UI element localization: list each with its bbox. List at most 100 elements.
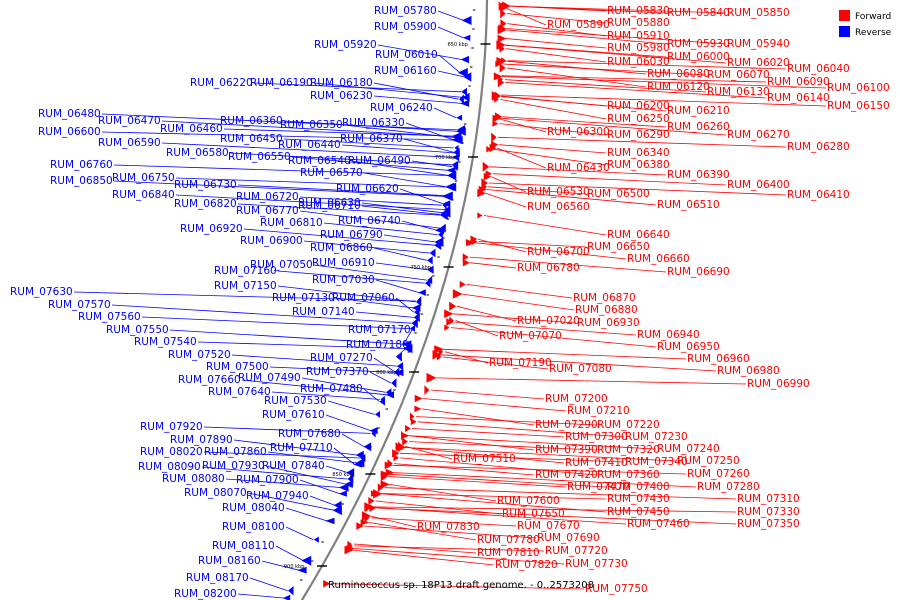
reverse-gene-label: RUM_06910 xyxy=(312,257,375,269)
forward-gene-label: RUM_07330 xyxy=(737,506,800,518)
forward-gene-arrow xyxy=(365,502,372,513)
connector-line xyxy=(277,270,425,284)
connector-line xyxy=(241,379,387,396)
connector-line xyxy=(101,131,456,141)
connector-line xyxy=(421,408,535,426)
connector-line xyxy=(400,457,597,476)
forward-gene-label: RUM_06780 xyxy=(517,262,580,274)
connector-line xyxy=(402,446,565,464)
reverse-gene-arrow xyxy=(396,352,402,362)
forward-gene-label: RUM_06100 xyxy=(827,82,890,94)
forward-gene-label: RUM_07190 xyxy=(489,357,552,369)
reverse-gene-label: RUM_06590 xyxy=(98,137,161,149)
connector-line xyxy=(389,473,607,488)
connector-line xyxy=(404,445,453,460)
forward-gene-label: RUM_07720 xyxy=(545,545,608,557)
reverse-gene-arrow xyxy=(344,480,353,488)
connector-line xyxy=(461,293,575,311)
connector-line xyxy=(486,189,657,206)
forward-gene-label: RUM_06290 xyxy=(607,129,670,141)
connector-line xyxy=(411,160,453,168)
forward-gene-label: RUM_07230 xyxy=(625,431,688,443)
reverse-gene-label: RUM_06480 xyxy=(38,108,101,120)
connector-line xyxy=(267,451,358,464)
connector-line xyxy=(384,487,737,500)
connector-line xyxy=(379,493,607,500)
forward-gene-label: RUM_07260 xyxy=(687,468,750,480)
connector-line xyxy=(237,184,446,196)
forward-gene-label: RUM_06390 xyxy=(667,169,730,181)
reverse-gene-arrow xyxy=(338,490,347,497)
forward-connector-lines xyxy=(330,5,827,590)
forward-gene-label: RUM_07600 xyxy=(497,495,560,507)
reverse-gene-arrow xyxy=(444,191,453,200)
connector-line xyxy=(489,166,667,176)
forward-gene-arrow xyxy=(385,468,395,477)
reverse-gene-arrow xyxy=(396,362,404,371)
forward-gene-arrow xyxy=(449,316,454,325)
connector-line xyxy=(506,38,607,49)
connector-line xyxy=(275,545,304,561)
connector-line xyxy=(73,291,417,302)
reverse-gene-label: RUM_05920 xyxy=(314,39,377,51)
forward-gene-arrow xyxy=(449,301,457,311)
gene-arrows xyxy=(282,1,511,600)
forward-gene-label: RUM_06270 xyxy=(727,129,790,141)
reverse-gene-label: RUM_06010 xyxy=(375,49,438,61)
reverse-gene-arrow xyxy=(346,468,355,477)
reverse-gene-arrow xyxy=(297,566,307,574)
forward-gene-arrow xyxy=(459,280,466,288)
reverse-gene-arrow xyxy=(462,34,471,41)
reverse-gene-label: RUM_07530 xyxy=(264,395,327,407)
forward-gene-label: RUM_07470 xyxy=(567,481,630,493)
reverse-gene-label: RUM_06750 xyxy=(112,172,175,184)
reverse-gene-arrow xyxy=(391,378,397,388)
reverse-gene-arrow xyxy=(455,148,460,157)
reverse-gene-arrow xyxy=(386,388,392,397)
forward-gene-arrow xyxy=(486,145,492,153)
reverse-gene-arrow xyxy=(375,410,380,418)
forward-gene-label: RUM_07420 xyxy=(535,469,598,481)
forward-gene-arrow xyxy=(414,405,422,413)
forward-gene-label: RUM_06870 xyxy=(573,292,636,304)
reverse-gene-label: RUM_06920 xyxy=(180,223,243,235)
forward-gene-label: RUM_06930 xyxy=(577,317,640,329)
reverse-gene-label: RUM_07050 xyxy=(250,259,313,271)
forward-gene-arrow xyxy=(498,24,506,33)
forward-gene-arrow xyxy=(500,19,507,29)
connector-line xyxy=(422,398,567,412)
reverse-gene-label: RUM_07500 xyxy=(206,361,269,373)
reverse-gene-label: RUM_07630 xyxy=(10,286,73,298)
forward-gene-label: RUM_07820 xyxy=(495,559,558,571)
connector-line xyxy=(203,451,360,459)
connector-line xyxy=(377,44,462,60)
scale-tick-label: 800 kbp xyxy=(376,370,396,376)
connector-line xyxy=(325,465,348,473)
reverse-gene-label: RUM_06620 xyxy=(336,183,399,195)
reverse-gene-arrow xyxy=(456,114,463,121)
connector-line xyxy=(113,180,444,197)
connector-line xyxy=(271,391,380,400)
forward-gene-label: RUM_07750 xyxy=(585,583,648,595)
connector-line xyxy=(371,517,517,527)
connector-line xyxy=(501,76,827,89)
connector-line xyxy=(417,421,625,438)
reverse-gene-label: RUM_06370 xyxy=(340,133,403,145)
connector-line xyxy=(383,234,436,243)
forward-gene-arrow xyxy=(380,470,391,478)
forward-gene-arrow xyxy=(497,34,507,43)
forward-gene-label: RUM_05890 xyxy=(547,19,610,31)
reverse-gene-arrow xyxy=(447,170,456,181)
connector-line xyxy=(111,304,412,324)
connector-line xyxy=(277,285,416,303)
forward-gene-arrow xyxy=(478,185,487,193)
forward-gene-label: RUM_07210 xyxy=(567,405,630,417)
reverse-gene-arrow xyxy=(371,429,376,438)
forward-gene-label: RUM_05980 xyxy=(607,42,670,54)
reverse-gene-label: RUM_06230 xyxy=(310,90,373,102)
forward-gene-label: RUM_05880 xyxy=(607,17,670,29)
connector-line xyxy=(313,264,427,281)
reverse-gene-label: RUM_07270 xyxy=(310,352,373,364)
forward-gene-label: RUM_07510 xyxy=(453,453,516,465)
